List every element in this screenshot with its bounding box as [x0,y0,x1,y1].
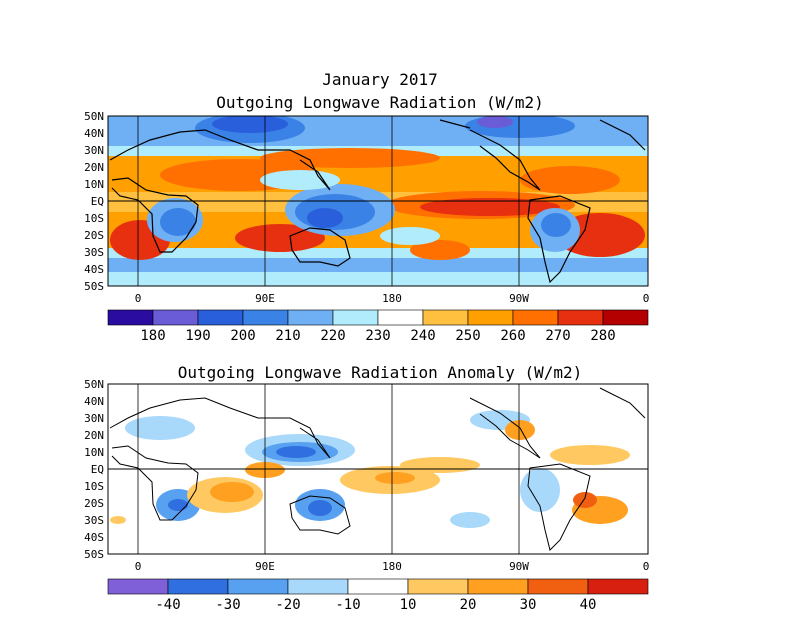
olr-colorbar-swatch [602,309,649,326]
anomaly-colorbar-swatch [587,578,649,595]
anomaly-latitude-labels: 50N 40N 30N 20N 10N EQ 10S 20S 30S 40S 50S [84,378,104,561]
olr-field [108,116,648,286]
anomaly-lon-label: 180 [382,560,402,573]
olr-colorbar-label: 280 [590,328,615,344]
anomaly-colorbar-label: 20 [460,597,477,613]
olr-colorbar-swatch [377,309,424,326]
olr-colorbar-swatch [422,309,469,326]
olr-lat-label: EQ [91,195,104,208]
olr-colorbar-label: 250 [455,328,480,344]
olr-colorbar-label: 260 [500,328,525,344]
anomaly-lat-label: EQ [91,463,104,476]
anomaly-colorbar-swatch [227,578,289,595]
olr-lon-label: 180 [382,292,402,305]
anomaly-colorbar-swatch [287,578,349,595]
anomaly-colorbar: -40 -30 -20 -10 10 20 30 40 [107,578,649,613]
olr-anomaly-map-panel [107,383,649,555]
anomaly-colorbar-label: -30 [215,597,240,613]
olr-lon-label: 0 [643,292,650,305]
olr-lon-label: 90W [509,292,529,305]
anomaly-lat-label: 30N [84,412,104,425]
anomaly-lon-label: 90W [509,560,529,573]
olr-lat-label: 30S [84,246,104,259]
olr-colorbar-swatch [287,309,334,326]
anomaly-colorbar-swatch [167,578,229,595]
anomaly-lon-label: 0 [135,560,142,573]
anomaly-lat-label: 40S [84,531,104,544]
anomaly-colorbar-label: 10 [400,597,417,613]
anomaly-lat-label: 50N [84,378,104,391]
anomaly-lat-label: 50S [84,548,104,561]
olr-lat-label: 50N [84,110,104,123]
anomaly-colorbar-swatch [107,578,169,595]
olr-colorbar-swatch [107,309,154,326]
anomaly-lat-label: 20S [84,497,104,510]
anomaly-lon-label: 90E [255,560,275,573]
olr-lat-label: 20N [84,161,104,174]
olr-colorbar-label: 190 [185,328,210,344]
olr-colorbar-label: 210 [275,328,300,344]
map-month-title: January 2017 [322,70,438,89]
olr-map-title: Outgoing Longwave Radiation (W/m2) [216,93,544,112]
olr-lon-label: 0 [135,292,142,305]
olr-coastlines [109,119,646,284]
olr-latitude-labels: 50N 40N 30N 20N 10N EQ 10S 20S 30S 40S 50S [84,110,104,293]
olr-colorbar-swatch [512,309,559,326]
olr-colorbar-label: 270 [545,328,570,344]
olr-colorbar-swatch [557,309,604,326]
olr-colorbar-label: 230 [365,328,390,344]
olr-lat-label: 40S [84,263,104,276]
anomaly-colorbar-label: -20 [275,597,300,613]
anomaly-lon-label: 0 [643,560,650,573]
olr-lat-label: 50S [84,280,104,293]
olr-colorbar-swatch [332,309,379,326]
anomaly-coastlines [109,387,646,551]
olr-lat-label: 40N [84,127,104,140]
olr-colorbar-label: 240 [410,328,435,344]
olr-colorbar-swatch [152,309,199,326]
olr-lat-label: 10N [84,178,104,191]
anomaly-lat-label: 20N [84,429,104,442]
olr-colorbar-swatch [197,309,244,326]
anomaly-lat-label: 10N [84,446,104,459]
anomaly-colorbar-swatch [467,578,529,595]
anomaly-lat-label: 30S [84,514,104,527]
anomaly-colorbar-label: -40 [155,597,180,613]
olr-lon-label: 90E [255,292,275,305]
anomaly-colorbar-label: 30 [520,597,537,613]
anomaly-lat-label: 10S [84,480,104,493]
olr-anomaly-map-title: Outgoing Longwave Radiation Anomaly (W/m… [177,363,583,382]
anomaly-longitude-labels: 0 90E 180 90W 0 [135,560,650,573]
olr-colorbar-swatch [467,309,514,326]
olr-lat-label: 20S [84,229,104,242]
anomaly-field [110,410,630,528]
anomaly-colorbar-swatch [407,578,469,595]
olr-longitude-labels: 0 90E 180 90W 0 [135,292,650,305]
olr-map-panel [107,115,649,287]
olr-colorbar: 180 190 200 210 220 230 240 250 260 270 280 [107,309,649,344]
olr-colorbar-label: 200 [230,328,255,344]
olr-colorbar-swatch [242,309,289,326]
anomaly-colorbar-label: -10 [335,597,360,613]
anomaly-lat-label: 40N [84,395,104,408]
anomaly-colorbar-swatch [527,578,589,595]
anomaly-colorbar-label: 40 [580,597,597,613]
anomaly-colorbar-swatch [347,578,409,595]
olr-colorbar-label: 180 [140,328,165,344]
olr-lat-label: 30N [84,144,104,157]
olr-lat-label: 10S [84,212,104,225]
olr-colorbar-label: 220 [320,328,345,344]
